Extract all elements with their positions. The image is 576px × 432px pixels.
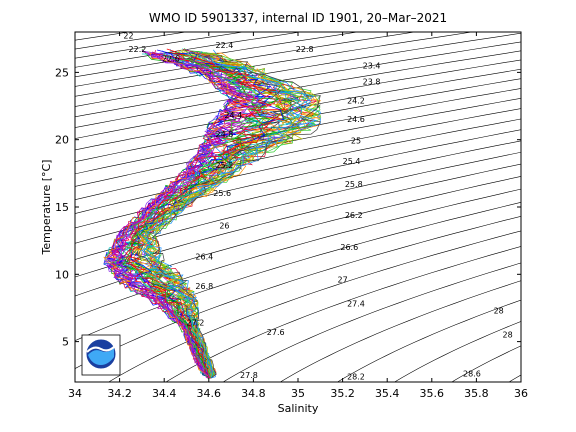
x-tick-label: 35.4: [375, 387, 400, 400]
isopycnal-line: [75, 188, 521, 318]
isopycnal-label: 28: [494, 306, 504, 315]
isopycnal-label: 28.2: [347, 372, 365, 381]
isopycnal-line: [566, 32, 576, 382]
x-tick-label: 35: [291, 387, 305, 400]
y-tick-label: 20: [55, 134, 69, 147]
isopycnal-line: [75, 68, 521, 151]
profile-line: [135, 49, 297, 379]
x-tick-label: 34.4: [152, 387, 177, 400]
isopycnal-label: 24.8: [216, 130, 234, 139]
y-axis-ticks: 5 10 15 20 25: [55, 66, 521, 349]
isopycnal-line: [75, 41, 521, 118]
isopycnal-line: [165, 246, 521, 382]
isopycnal-label: 28: [503, 331, 513, 340]
isopycnal-label: 27.4: [347, 300, 365, 309]
isopycnal-label: 22.6: [162, 55, 180, 64]
isopycnal-line: [75, 216, 521, 369]
x-tick-label: 35.2: [330, 387, 355, 400]
y-tick-label: 10: [55, 268, 69, 281]
isopycnal-label: 25.6: [213, 189, 231, 198]
profile-line: [125, 49, 282, 379]
isopycnal-line: [75, 32, 472, 97]
isopycnal-line: [337, 299, 521, 382]
isopycnal-line: [0, 32, 14, 382]
isopycnal-label: 26.6: [340, 243, 358, 252]
isopycnal-line: [394, 321, 521, 382]
isopycnal-line: [75, 151, 521, 260]
isopycnal-label: 28.6: [463, 370, 481, 379]
profile-line: [110, 52, 264, 379]
isopycnal-label: 22.8: [296, 45, 314, 54]
x-axis-ticks: 34 34.2 34.4 34.6 34.8 35 35.2 35.4 35.6 35.8 36: [68, 32, 528, 400]
y-tick-label: 25: [55, 66, 69, 79]
isopycnal-label: 27.2: [187, 318, 205, 327]
isopycnal-line: [280, 280, 521, 382]
isopycnal-label: 26: [219, 222, 229, 231]
isopycnal-line: [75, 78, 521, 163]
isopycnal-line: [222, 262, 521, 382]
isopycnal-label: 26.2: [345, 211, 363, 220]
isopycnal-label: 22.4: [216, 41, 234, 50]
x-tick-label: 35.8: [464, 387, 489, 400]
profile-line: [137, 48, 302, 379]
x-tick-label: 35.6: [420, 387, 445, 400]
y-tick-label: 15: [55, 201, 69, 214]
profile-line: [151, 55, 321, 379]
isopycnal-label: 22: [123, 32, 133, 41]
isopycnal-label: 24.6: [347, 115, 365, 124]
isopycnal-labels: 22 22.2 22.4 22.6 22.8 23.4 23.8 24.2 24.6 25 25.4…: [123, 32, 512, 382]
isopycnal-label: 25.8: [345, 180, 363, 189]
isopycnal-line: [75, 32, 521, 107]
isopycnal-line: [75, 118, 521, 214]
x-tick-label: 34.2: [107, 387, 132, 400]
isopycnal-label: 26.4: [195, 253, 213, 262]
isopycnal-line: [75, 202, 521, 341]
isopycnal-label: 26.8: [195, 282, 213, 291]
noaa-logo: [81, 334, 121, 376]
profile-line: [112, 53, 259, 379]
profile-line: [140, 51, 318, 379]
y-tick-label: 5: [62, 336, 69, 349]
x-tick-label: 34.6: [197, 387, 222, 400]
profile-lines: [103, 48, 322, 379]
isopycnal-label: 27.6: [267, 328, 285, 337]
isopycnal-label: 27: [338, 275, 348, 284]
x-axis-label: Salinity: [278, 402, 319, 415]
x-tick-label: 34.8: [241, 387, 266, 400]
isopycnal-line: [75, 176, 521, 297]
chart-title: WMO ID 5901337, internal ID 1901, 20–Mar…: [149, 11, 447, 25]
isopycnal-label: 25: [351, 137, 361, 146]
isopycnal-label: 25.4: [343, 157, 361, 166]
isopycnal-label: 27.8: [240, 371, 258, 380]
isopycnal-line: [108, 230, 521, 382]
isopycnal-label: 23.4: [363, 61, 381, 70]
isopycnal-label: 22.2: [129, 45, 147, 54]
isopycnal-line: [75, 163, 521, 278]
isopycnal-line: [75, 140, 521, 244]
x-tick-label: 36: [514, 387, 528, 400]
y-axis-label: Temperature [°C]: [40, 160, 53, 256]
isopycnal-label: 24.2: [347, 96, 365, 105]
profile-line: [103, 51, 251, 379]
isopycnal-line: [75, 88, 521, 175]
isopycnal-label: 25.2: [216, 161, 234, 170]
x-tick-label: 34: [68, 387, 82, 400]
profile-line: [114, 52, 268, 379]
isopycnal-label: 24.4: [224, 111, 242, 120]
isopycnal-line: [75, 59, 521, 139]
isopycnal-label: 23.8: [363, 78, 381, 87]
